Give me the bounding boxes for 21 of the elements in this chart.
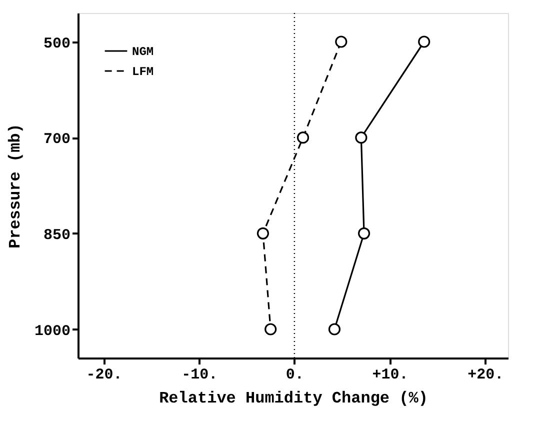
point: [256, 227, 270, 240]
point: [355, 132, 368, 144]
y-tick-label: 1000: [34, 322, 70, 340]
legend-label: NGM: [132, 45, 154, 59]
x-tick-label: -20.: [86, 366, 122, 384]
y-axis-title: Pressure (mb): [6, 124, 24, 248]
legend-label: LFM: [132, 65, 154, 79]
x-tick-label: 0.: [286, 366, 304, 384]
point: [328, 323, 341, 336]
x-tick-label: -10.: [182, 366, 218, 384]
y-tick-label: 500: [43, 35, 70, 52]
y-tick-label: 850: [43, 226, 70, 244]
point: [264, 323, 277, 336]
y-tick-label: 700: [43, 131, 70, 148]
point: [358, 227, 370, 240]
point: [296, 132, 310, 144]
point: [335, 36, 348, 48]
point: [418, 36, 430, 48]
x-tick-label: +10.: [372, 366, 408, 384]
x-tick-label: +20.: [468, 366, 504, 384]
x-axis-title: Relative Humidity Change (%): [159, 390, 428, 408]
